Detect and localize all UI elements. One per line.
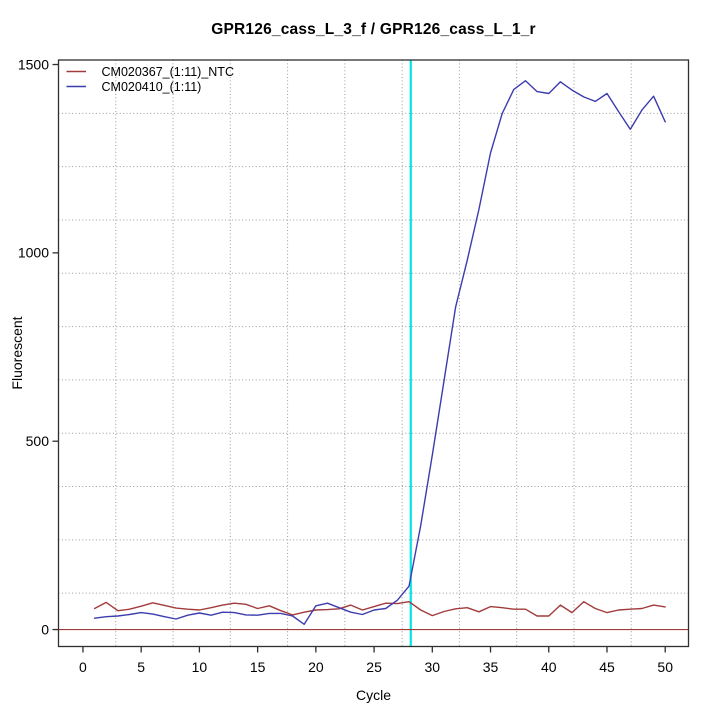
grid — [58, 60, 689, 647]
series-lines — [93, 79, 666, 625]
x-tick-label: 50 — [657, 659, 673, 675]
x-tick-label: 15 — [250, 659, 266, 675]
y-tick-label: 1000 — [18, 245, 49, 261]
x-tick-label: 30 — [425, 659, 441, 675]
legend-item-label: CM020410_(1:11) — [102, 80, 202, 94]
legend-item-label: CM020367_(1:11)_NTC — [102, 65, 234, 79]
x-tick-label: 35 — [483, 659, 499, 675]
x-tick-label: 20 — [308, 659, 324, 675]
y-tick-label: 0 — [41, 621, 49, 637]
x-axis-ticks: 0 5 10 15 20 25 30 35 40 45 50 — [79, 646, 673, 675]
x-tick-label: 25 — [366, 659, 382, 675]
plot-frame — [57, 59, 690, 648]
x-tick-label: 0 — [79, 659, 87, 675]
x-tick-label: 40 — [541, 659, 557, 675]
y-axis-ticks: 0 500 1000 1500 — [18, 56, 59, 637]
series-line-1 — [93, 79, 666, 625]
y-tick-label: 500 — [26, 433, 50, 449]
x-tick-label: 5 — [137, 659, 145, 675]
series-line-0 — [93, 601, 666, 617]
chart-title: GPR126_cass_L_3_f / GPR126_cass_L_1_r — [211, 21, 536, 38]
y-tick-label: 1500 — [18, 56, 49, 72]
x-axis-label: Cycle — [355, 687, 391, 703]
x-tick-label: 45 — [599, 659, 615, 675]
x-tick-label: 10 — [192, 659, 208, 675]
